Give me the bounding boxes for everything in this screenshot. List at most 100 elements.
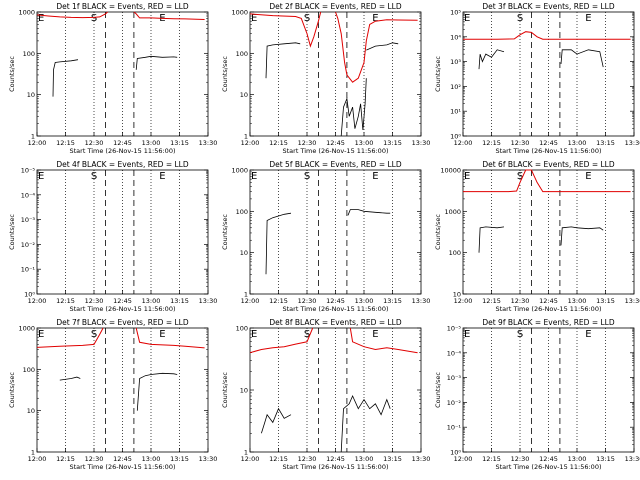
y-axis-label: Counts/sec <box>8 372 16 408</box>
x-tick-label: 13:00 <box>355 297 374 305</box>
marker-e-left: E <box>464 329 470 340</box>
x-tick-label: 12:45 <box>539 297 558 305</box>
x-tick-label: 13:30 <box>199 297 218 305</box>
events-series-line <box>340 395 391 453</box>
events-series-line <box>136 372 178 411</box>
events-series-line <box>347 209 391 216</box>
y-tick-label: 1 <box>244 291 248 299</box>
panel-det-2: Det 2f BLACK = Events, RED = LLD E S E 1 10 10… <box>221 2 430 155</box>
y-axis-label: Counts/sec <box>434 214 442 250</box>
x-tick-label: 12:00 <box>454 297 473 305</box>
x-tick-label: 13:30 <box>412 297 431 305</box>
marker-e-right: E <box>372 13 378 24</box>
y-tick-label: 1000 <box>444 208 461 216</box>
x-axis-label: Start Time (26-Nov-15 11:56:00) <box>496 305 602 313</box>
x-tick-label: 13:15 <box>596 297 615 305</box>
x-tick-label: 13:30 <box>199 455 218 463</box>
chart-title: Det 1f BLACK = Events, RED = LLD <box>56 2 189 11</box>
y-tick-label: 1000 <box>18 9 35 17</box>
events-series-line <box>478 49 505 70</box>
lld-series-line <box>135 327 205 349</box>
events-series-line <box>265 42 301 79</box>
x-tick-label: 13:00 <box>355 455 374 463</box>
lld-series-line <box>463 31 631 40</box>
lld-series-line <box>36 11 109 19</box>
chart-title: Det 6f BLACK = Events, RED = LLD <box>482 160 615 169</box>
x-tick-label: 12:30 <box>85 455 104 463</box>
x-tick-label: 13:00 <box>568 139 587 147</box>
chart-title: Det 9f BLACK = Events, RED = LLD <box>482 318 615 327</box>
events-series-line <box>265 212 292 275</box>
x-tick-label: 13:15 <box>383 139 402 147</box>
events-series-line <box>478 226 505 253</box>
y-axis-label: Counts/sec <box>221 56 229 92</box>
chart-title: Det 8f BLACK = Events, RED = LLD <box>269 318 402 327</box>
events-series-line <box>366 42 399 51</box>
y-tick-label: 1000 <box>231 9 248 17</box>
y-tick-label: 10¹ <box>450 108 461 116</box>
x-tick-label: 12:30 <box>511 297 530 305</box>
x-tick-label: 13:30 <box>412 455 431 463</box>
y-axis-label: Counts/sec <box>434 56 442 92</box>
x-axis-label: Start Time (26-Nov-15 11:56:00) <box>70 147 176 155</box>
marker-e-left: E <box>251 329 257 340</box>
x-tick-label: 12:00 <box>454 455 473 463</box>
panel-det-4: Det 4f BLACK = Events, RED = LLD E S E 10⁰ 10… <box>8 160 217 313</box>
marker-e-left: E <box>251 171 257 182</box>
y-tick-label: 10 <box>27 91 35 99</box>
x-tick-label: 13:30 <box>412 139 431 147</box>
events-series-line <box>135 55 178 70</box>
x-axis-label: Start Time (26-Nov-15 11:56:00) <box>496 147 602 155</box>
marker-s: S <box>517 171 523 182</box>
x-tick-label: 12:30 <box>511 139 530 147</box>
x-tick-label: 12:30 <box>298 297 317 305</box>
marker-e-right: E <box>159 329 165 340</box>
lld-series-line <box>349 327 418 354</box>
chart-title: Det 3f BLACK = Events, RED = LLD <box>482 2 615 11</box>
chart-title: Det 4f BLACK = Events, RED = LLD <box>56 160 189 169</box>
marker-e-right: E <box>585 329 591 340</box>
x-tick-label: 12:15 <box>269 455 288 463</box>
chart-title: Det 7f BLACK = Events, RED = LLD <box>56 318 189 327</box>
x-tick-label: 13:30 <box>199 139 218 147</box>
marker-s: S <box>517 329 523 340</box>
x-tick-label: 12:15 <box>482 297 501 305</box>
x-tick-label: 12:15 <box>482 455 501 463</box>
x-tick-label: 12:00 <box>28 139 47 147</box>
events-series-line <box>560 49 604 68</box>
x-tick-label: 13:30 <box>625 297 640 305</box>
marker-e-left: E <box>464 171 470 182</box>
y-tick-label: 1 <box>31 133 35 141</box>
events-series-line <box>340 78 367 137</box>
y-tick-label: 10⁻³ <box>447 374 462 382</box>
x-tick-label: 12:30 <box>85 297 104 305</box>
x-axis-label: Start Time (26-Nov-15 11:56:00) <box>70 463 176 471</box>
events-series-line <box>52 59 79 97</box>
x-tick-label: 12:15 <box>56 455 75 463</box>
x-tick-label: 13:15 <box>170 297 189 305</box>
marker-e-right: E <box>585 13 591 24</box>
y-tick-label: 10⁻² <box>447 399 462 407</box>
y-tick-label: 10⁴ <box>450 33 461 41</box>
y-tick-label: 10⁰ <box>450 133 461 141</box>
y-tick-label: 1 <box>31 449 35 457</box>
x-axis-label: Start Time (26-Nov-15 11:56:00) <box>70 305 176 313</box>
y-tick-label: 10⁻⁵ <box>21 167 36 175</box>
marker-e-right: E <box>372 329 378 340</box>
x-tick-label: 13:15 <box>596 455 615 463</box>
x-tick-label: 12:15 <box>269 297 288 305</box>
y-tick-label: 10⁻³ <box>21 216 36 224</box>
x-tick-label: 13:00 <box>568 297 587 305</box>
x-tick-label: 12:00 <box>241 297 260 305</box>
marker-s: S <box>304 329 310 340</box>
marker-e-right: E <box>372 171 378 182</box>
y-tick-label: 10⁻¹ <box>21 266 36 274</box>
y-tick-label: 1 <box>244 133 248 141</box>
x-tick-label: 13:30 <box>625 139 640 147</box>
panel-det-6: Det 6f BLACK = Events, RED = LLD E S E 10 100… <box>434 160 640 313</box>
x-tick-label: 13:15 <box>383 297 402 305</box>
y-tick-label: 10 <box>240 91 248 99</box>
x-tick-label: 12:15 <box>269 139 288 147</box>
lld-series-line <box>335 11 418 83</box>
